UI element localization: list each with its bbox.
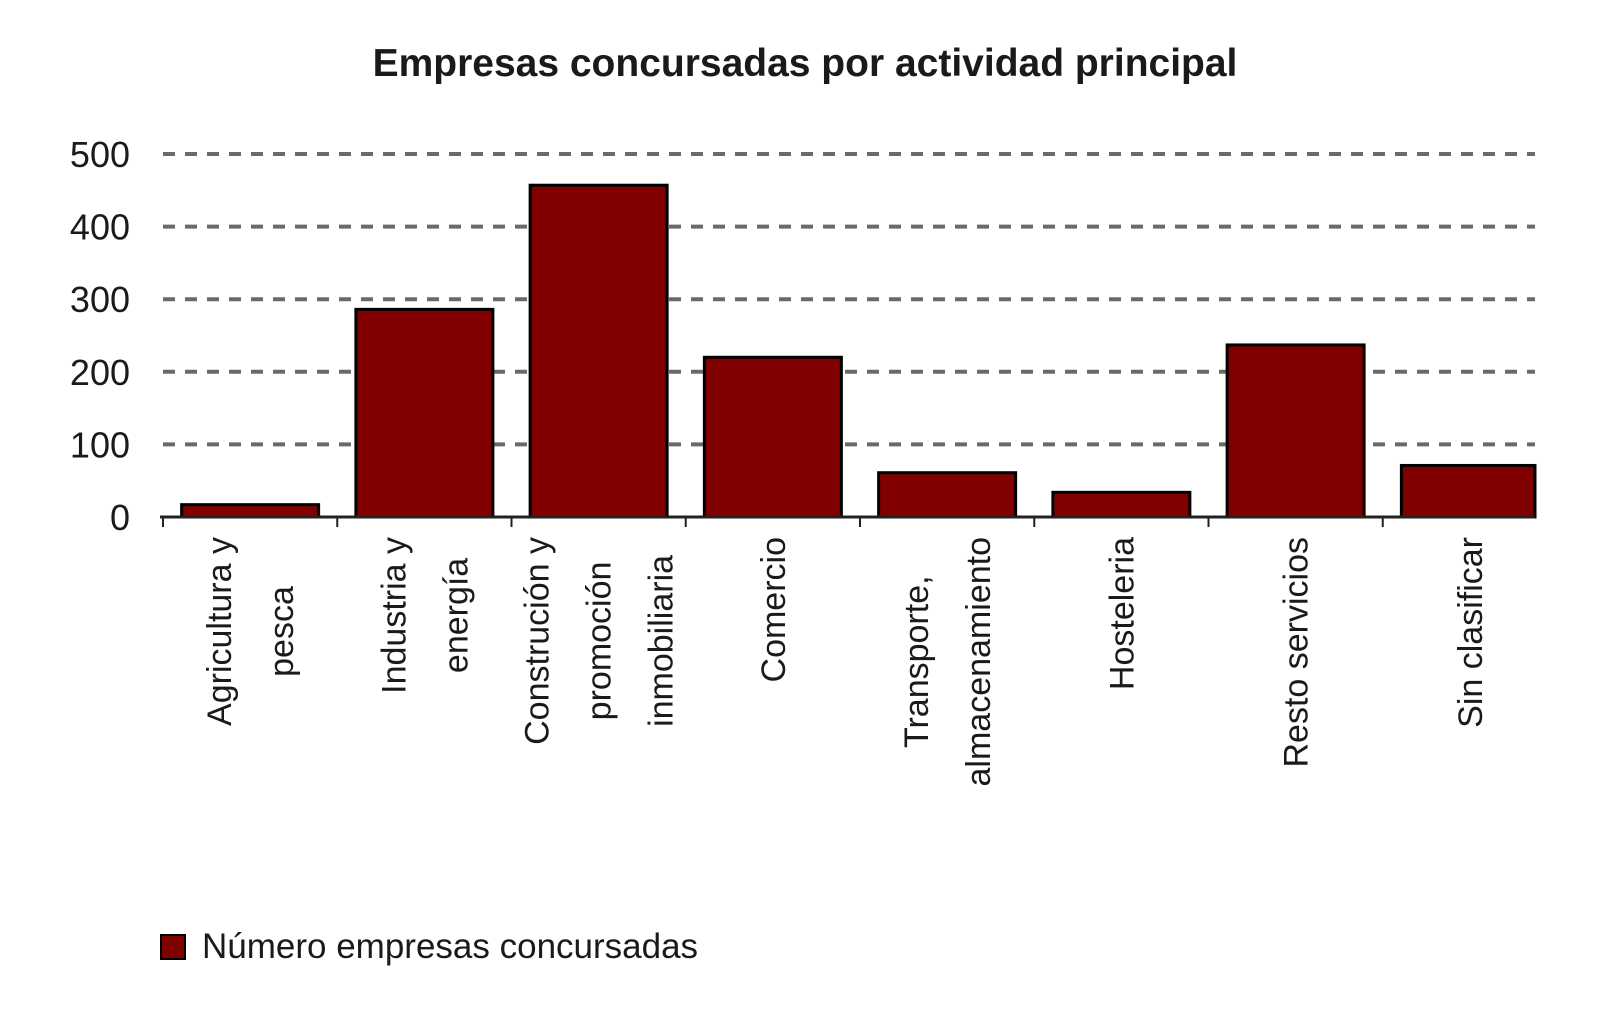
bar [354, 307, 495, 519]
x-tick-label: promoción [581, 562, 619, 721]
x-tick-label: Hosteleria [1103, 537, 1141, 690]
x-tick-label: Agricultura y [201, 537, 239, 726]
y-tick-label: 400 [70, 207, 130, 248]
x-axis [160, 515, 1535, 527]
x-tick-label: pesca [263, 586, 301, 677]
y-tick-label: 0 [110, 497, 130, 538]
x-tick-label: almacenamiento [960, 537, 998, 786]
bar [702, 355, 843, 519]
bar [180, 503, 321, 519]
legend: Número empresas concursadas [160, 927, 698, 966]
legend-label: Número empresas concursadas [202, 927, 698, 966]
bars [180, 183, 1537, 519]
bar [1051, 490, 1192, 519]
x-tick-label: inmobiliaria [643, 555, 681, 727]
y-tick-label: 100 [70, 424, 130, 465]
legend-swatch [160, 934, 186, 960]
x-tick-label: energía [437, 558, 475, 673]
x-axis-labels: Agricultura y pesca Industria y energía Cons… [201, 537, 1490, 787]
x-tick-label: Sin clasificar [1452, 537, 1490, 728]
bar [1225, 343, 1366, 519]
y-tick-label: 200 [70, 352, 130, 393]
bar [528, 183, 669, 519]
x-tick-label: Comercio [755, 537, 793, 682]
bar [877, 471, 1018, 519]
y-tick-label: 500 [70, 134, 130, 175]
x-tick-label: Industria y [375, 537, 413, 694]
y-tick-label: 300 [70, 279, 130, 320]
chart-title: Empresas concursadas por actividad princ… [373, 42, 1238, 85]
bar [1399, 463, 1537, 519]
x-tick-label: Construción y [519, 537, 557, 745]
x-tick-label: Resto servicios [1278, 537, 1316, 768]
y-axis-ticks: 0 100 200 300 400 500 [70, 134, 130, 538]
x-tick-label: Transporte, [898, 575, 936, 748]
